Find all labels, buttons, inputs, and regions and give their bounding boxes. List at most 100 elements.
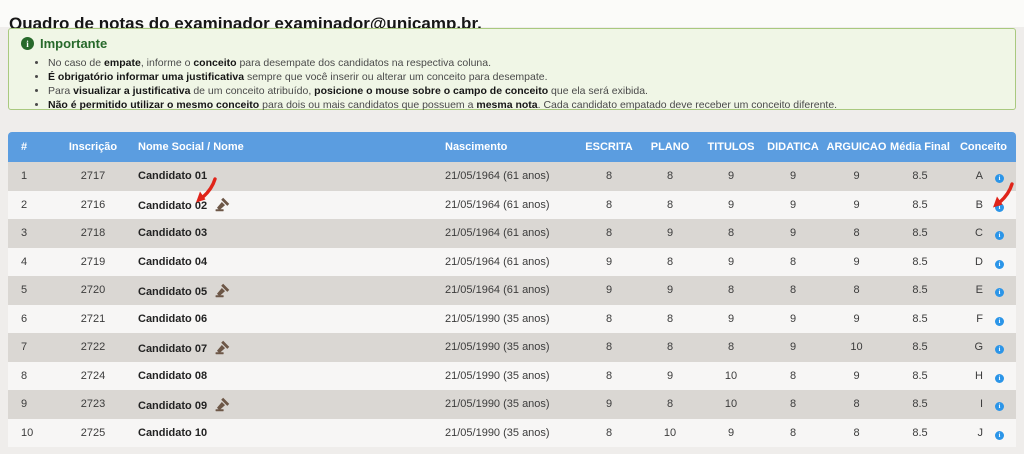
cell-inscricao: 2716 [80,198,106,211]
cell-nascimento: 21/05/1964 (61 anos) [445,227,550,240]
cell-plano: 8 [666,198,674,211]
cell-index: 4 [21,255,28,268]
cell-titulos: 9 [727,198,735,211]
cell-media-final: 8.5 [912,198,928,211]
column-header: ESCRITA [578,132,640,162]
cell-media-final: 8.5 [912,255,928,268]
candidate-name: Candidato 07 [138,342,208,355]
table-row: 4 2719 Candidato 04 21/05/1964 (61 anos)… [8,247,1016,277]
info-dot-icon[interactable]: i [995,402,1004,412]
cell-plano: 8 [666,398,674,411]
cell-arguicao: 9 [853,170,860,183]
cell-plano: 9 [666,369,674,382]
gavel-glyph [215,340,230,354]
table-row: 2 2716 Candidato 02 21/05/1964 (61 anos)… [8,176,1016,219]
cell-media-final: 8.5 [912,369,928,382]
cell-titulos: 9 [727,255,735,268]
cell-didatica: 8 [789,426,797,439]
cell-nascimento: 21/05/1990 (35 anos) [445,369,550,382]
info-dot-icon[interactable]: i [995,373,1004,383]
cell-arguicao: 9 [853,255,860,268]
table-row: 3 2718 Candidato 03 21/05/1964 (61 anos)… [8,219,1016,248]
cell-inscricao: 2720 [80,284,106,297]
info-dot-icon[interactable]: i [995,316,1004,326]
cell-inscricao: 2717 [80,170,106,183]
cell-media-final: 8.5 [912,227,928,240]
info-dot-icon[interactable]: i [995,174,1004,184]
cell-nascimento: 21/05/1990 (35 anos) [445,426,550,439]
cell-index: 1 [21,170,28,183]
cell-plano: 8 [666,170,674,183]
cell-titulos: 8 [727,227,735,240]
gavel-icon[interactable] [215,340,230,355]
table-row: 8 2724 Candidato 08 21/05/1990 (35 anos)… [8,361,1016,391]
cell-media-final: 8.5 [912,284,928,297]
info-dot-icon[interactable]: i [995,259,1004,269]
table-row: 7 2722 Candidato 07 21/05/1990 (35 anos)… [8,333,1016,362]
cell-index: 7 [21,341,28,354]
cell-titulos: 9 [727,426,735,439]
cell-didatica: 9 [789,227,797,240]
cell-conceito: C i [951,219,1016,248]
conceito-letter: A [975,170,983,183]
cell-nome: Candidato 05 [138,276,438,305]
table-row: 1 2717 Candidato 01 21/05/1964 (61 anos)… [8,162,1016,191]
table-row: 6 2721 Candidato 06 21/05/1990 (35 anos)… [8,304,1016,334]
cell-plano: 8 [666,255,674,268]
cell-plano: 9 [666,227,674,240]
candidate-name: Candidato 09 [138,399,208,412]
info-dot-icon[interactable]: i [995,202,1004,212]
cell-nascimento: 21/05/1964 (61 anos) [445,170,550,183]
column-header: # [8,132,48,162]
cell-escrita: 9 [605,284,613,297]
info-dot-icon[interactable]: i [995,288,1004,298]
info-dot-icon[interactable]: i [995,345,1004,355]
cell-index: 8 [21,369,28,382]
cell-inscricao: 2722 [80,341,106,354]
candidate-name: Candidato 02 [138,200,208,213]
cell-nascimento: 21/05/1964 (61 anos) [445,255,550,268]
conceito-letter: I [979,398,983,411]
cell-media-final: 8.5 [912,170,928,183]
cell-index: 6 [21,312,28,325]
cell-index: 5 [21,284,28,297]
gavel-icon[interactable] [215,283,230,298]
conceito-letter: B [975,198,983,211]
cell-media-final: 8.5 [912,426,928,439]
cell-arguicao: 8 [853,398,860,411]
cell-escrita: 9 [605,255,613,268]
gavel-icon[interactable] [215,197,230,212]
cell-titulos: 10 [724,398,738,411]
cell-didatica: 9 [789,170,797,183]
conceito-letter: G [974,341,983,354]
cell-inscricao: 2723 [80,398,106,411]
grades-table-wrap: # Inscrição Nome Social / Nome Nascimento ES… [8,132,1016,447]
cell-didatica: 9 [789,312,797,325]
cell-nome: Candidato 04 [138,248,438,277]
cell-nome: Candidato 08 [138,362,438,391]
info-dot-icon[interactable]: i [995,430,1004,440]
candidate-name: Candidato 01 [138,170,208,183]
cell-didatica: 9 [789,198,797,211]
table-row: 10 2725 Candidato 10 21/05/1990 (35 anos… [8,418,1016,447]
gavel-icon[interactable] [215,397,230,412]
candidate-name: Candidato 08 [138,369,208,382]
cell-escrita: 8 [605,170,613,183]
cell-nome: Candidato 09 [138,390,438,419]
info-dot-icon[interactable]: i [995,231,1004,241]
grades-table: # Inscrição Nome Social / Nome Nascimento ES… [8,132,1016,447]
cell-escrita: 8 [605,369,613,382]
cell-inscricao: 2724 [80,369,106,382]
cell-nome: Candidato 06 [138,305,438,334]
cell-inscricao: 2725 [80,426,106,439]
cell-arguicao: 9 [853,369,860,382]
cell-media-final: 8.5 [912,341,928,354]
column-header: Inscrição [48,132,138,162]
cell-conceito: E i [951,276,1016,305]
conceito-letter: E [975,284,983,297]
gavel-glyph [215,283,230,297]
cell-didatica: 8 [789,255,797,268]
cell-media-final: 8.5 [912,312,928,325]
cell-plano: 8 [666,312,674,325]
conceito-letter: J [977,426,984,439]
